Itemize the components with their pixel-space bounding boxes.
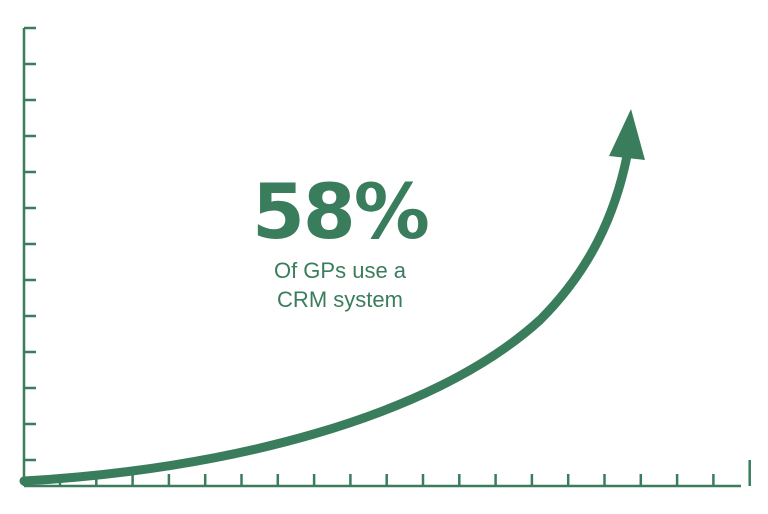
x-axis <box>24 460 751 488</box>
stat-block: 58% Of GPs use a CRM system <box>215 170 465 314</box>
stat-caption-line-2: CRM system <box>277 287 403 312</box>
growth-arrow-head-icon <box>609 109 645 160</box>
stat-value: 58% <box>252 167 430 256</box>
y-axis-ticks <box>24 26 36 462</box>
y-axis <box>22 26 36 486</box>
growth-curve <box>19 151 632 486</box>
stat-caption-line-1: Of GPs use a <box>273 258 407 283</box>
x-axis-ticks <box>58 460 751 486</box>
